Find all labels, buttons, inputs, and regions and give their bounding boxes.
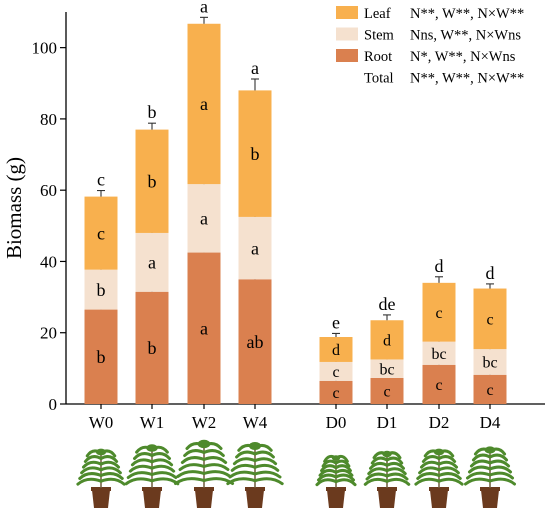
bar-root: [422, 364, 456, 404]
bar-leaf: [422, 282, 456, 342]
bar-root: [238, 279, 272, 404]
x-tick-label: W4: [243, 413, 268, 432]
legend-label-stem: Stem: [364, 28, 395, 44]
segment-letter: c: [332, 364, 339, 381]
x-tick-label: W2: [192, 413, 217, 432]
segment-letter: c: [383, 384, 390, 401]
segment-letter: a: [200, 94, 208, 114]
bar-root: [187, 252, 221, 404]
segment-letter: c: [486, 382, 493, 399]
segment-letter: c: [486, 311, 493, 328]
segment-letter: a: [251, 238, 259, 258]
segment-letter: b: [148, 338, 157, 358]
segment-letter: a: [148, 253, 156, 273]
y-tick-label: 0: [49, 395, 58, 414]
bar-root: [319, 380, 353, 404]
segment-letter: a: [200, 319, 208, 339]
bar-leaf: [319, 337, 353, 362]
bar-stem: [319, 361, 353, 381]
legend-stats-stem: Nns, W**, N×Wns: [410, 28, 521, 44]
segment-letter: bc: [482, 355, 497, 372]
x-tick-label: D0: [326, 413, 347, 432]
y-tick-label: 100: [32, 39, 58, 58]
segment-letter: bc: [431, 346, 446, 363]
seedling-pot-icon: [363, 450, 411, 508]
segment-letter: c: [97, 223, 105, 243]
x-tick-label: D4: [480, 413, 501, 432]
bar-stem: [473, 349, 507, 375]
legend-stats-root: N*, W**, N×Wns: [410, 49, 516, 65]
legend-label-root: Root: [364, 49, 392, 65]
total-letter: d: [486, 263, 495, 283]
seedling-pot-icon: [464, 446, 516, 508]
bar-root: [135, 291, 169, 404]
total-letter: c: [97, 170, 105, 190]
segment-letter: c: [435, 377, 442, 394]
x-tick-label: W1: [140, 413, 165, 432]
total-letter: e: [332, 312, 340, 332]
x-tick-label: W0: [89, 413, 114, 432]
bar-leaf: [135, 129, 169, 233]
y-axis-label: Biomass (g): [2, 157, 26, 259]
bar-leaf: [238, 90, 272, 217]
total-letter: de: [379, 294, 396, 314]
seedling-pot-icon: [315, 454, 357, 508]
legend-swatch-stem: [336, 27, 358, 41]
bar-leaf: [187, 23, 221, 185]
bar-leaf: [370, 320, 404, 360]
bar-stem: [135, 232, 169, 292]
y-tick-label: 20: [40, 324, 57, 343]
total-letter: b: [148, 102, 157, 122]
y-tick-label: 40: [40, 252, 57, 271]
bar-stem: [84, 269, 118, 310]
segment-letter: b: [148, 172, 157, 192]
segment-letter: b: [251, 144, 260, 164]
seedling-pot-icon: [124, 444, 180, 508]
segment-letter: c: [332, 385, 339, 402]
bar-root: [473, 374, 507, 404]
segment-letter: d: [332, 342, 340, 359]
bar-root: [370, 377, 404, 404]
x-tick-label: D2: [429, 413, 450, 432]
segment-letter: b: [97, 347, 106, 367]
y-tick-label: 60: [40, 181, 57, 200]
total-letter: d: [435, 256, 444, 276]
legend-label-total: Total: [364, 71, 394, 87]
legend-stats-total: N**, W**, N×W**: [410, 71, 524, 87]
segment-letter: bc: [379, 361, 394, 378]
bar-leaf: [84, 196, 118, 270]
segment-letter: c: [435, 305, 442, 322]
y-tick-label: 80: [40, 110, 57, 129]
bar-stem: [422, 341, 456, 365]
seedling-pot-icon: [173, 439, 235, 508]
bar-stem: [238, 216, 272, 280]
bar-stem: [370, 359, 404, 378]
legend-label-leaf: Leaf: [364, 6, 391, 22]
total-letter: a: [251, 58, 259, 78]
x-tick-label: D1: [377, 413, 398, 432]
seedling-pot-icon: [414, 448, 464, 508]
seedling-pot-icon: [226, 442, 284, 508]
seedling-pot-icon: [76, 448, 126, 508]
segment-letter: a: [200, 209, 208, 229]
segment-letter: b: [97, 280, 106, 300]
segment-letter: ab: [247, 332, 264, 352]
legend-swatch-leaf: [336, 6, 358, 19]
bar-stem: [187, 184, 221, 253]
legend-stats-leaf: N**, W**, N×W**: [410, 6, 524, 22]
segment-letter: d: [383, 332, 391, 349]
total-letter: a: [200, 0, 208, 16]
bar-root: [84, 309, 118, 404]
bar-leaf: [473, 288, 507, 350]
legend-swatch-root: [336, 49, 358, 62]
